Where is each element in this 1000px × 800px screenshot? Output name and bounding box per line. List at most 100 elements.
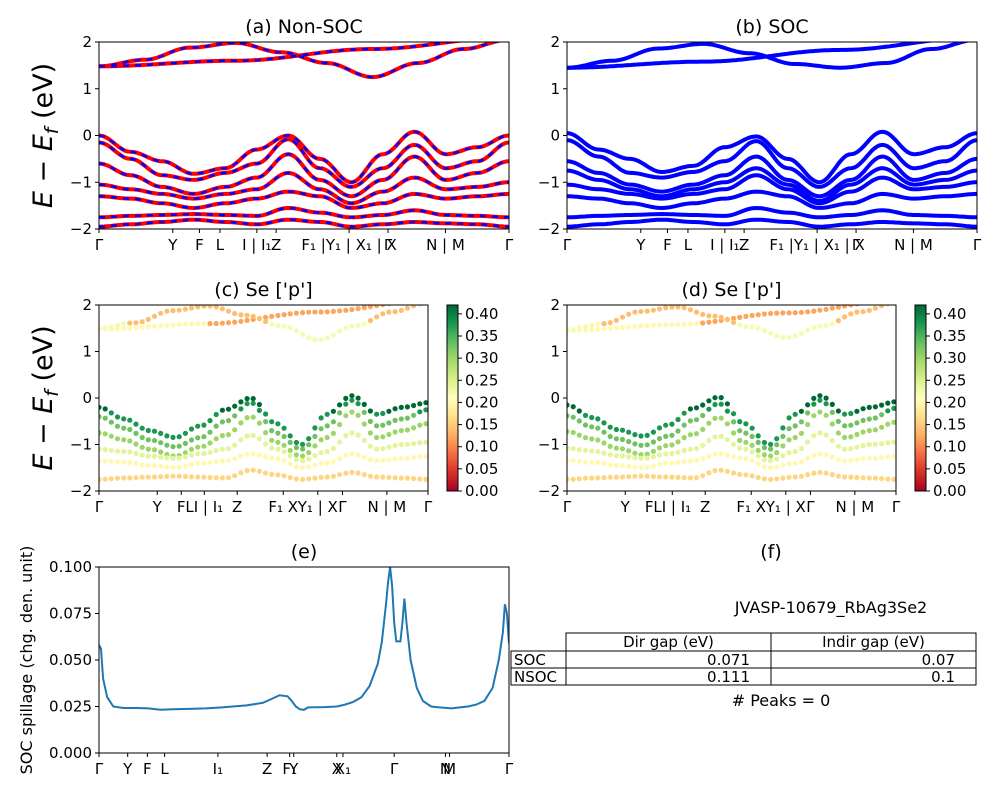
projection-point [380, 474, 386, 480]
projection-point [343, 452, 349, 458]
panel-e-xtick-label: F₁ [282, 760, 297, 778]
projection-point [811, 433, 817, 439]
projection-point [188, 446, 195, 452]
projection-point [885, 440, 891, 446]
projection-point [567, 402, 570, 408]
projection-point [207, 418, 213, 424]
projection-point [256, 436, 262, 442]
projection-point [201, 443, 207, 449]
projection-point [817, 430, 823, 436]
projection-point [151, 313, 158, 319]
projection-point [244, 433, 250, 439]
projection-point [700, 442, 706, 448]
projection-point [595, 459, 601, 466]
panel-a-xtick-label: Γ [505, 236, 514, 254]
panel-c-xtick-label: Z [232, 498, 242, 516]
projection-point [613, 325, 620, 331]
band-line [99, 42, 460, 68]
panel-a-ytick-label: 0 [82, 127, 92, 145]
band-line [567, 42, 936, 70]
projection-point [693, 309, 700, 315]
projection-point [724, 436, 731, 443]
projection-point [656, 461, 663, 467]
projection-point [632, 323, 638, 330]
projection-point [693, 475, 700, 481]
projection-point [706, 420, 712, 426]
projection-point [127, 417, 133, 423]
projection-point [318, 461, 324, 467]
projection-point [300, 446, 306, 452]
projection-point [219, 407, 225, 413]
projection-point [885, 305, 891, 307]
projection-point [656, 474, 663, 480]
projection-point [312, 462, 318, 468]
projection-point [811, 325, 817, 331]
projection-point [570, 458, 576, 464]
projection-point [792, 423, 798, 429]
projection-point [275, 446, 281, 452]
projection-point [349, 430, 355, 436]
projection-point [835, 418, 842, 424]
projection-point [355, 306, 361, 312]
projection-point [693, 446, 700, 452]
projection-point [872, 305, 879, 311]
projection-point [411, 402, 417, 409]
projection-point [595, 475, 601, 481]
projection-point [607, 462, 613, 468]
projection-point [349, 397, 355, 403]
projection-point [786, 334, 792, 340]
projection-point [731, 441, 737, 447]
projection-point [835, 443, 842, 449]
band-line [567, 205, 977, 220]
projection-point [879, 298, 884, 303]
panel-e-ylabel: SOC spillage (chg. den. unit) [17, 546, 36, 775]
projection-point [823, 412, 829, 418]
projection-point [108, 324, 114, 330]
projection-point [170, 322, 176, 328]
projection-point [595, 425, 601, 431]
projection-point [312, 433, 318, 439]
projection-point [207, 440, 213, 446]
projection-point [293, 445, 299, 451]
projection-point [570, 429, 576, 436]
projection-point [829, 321, 835, 327]
projection-point [663, 322, 669, 328]
panel-e: 0.100 0.075 0.050 0.025 0.000 [49, 558, 509, 762]
panel-e-xtick-label: X [332, 760, 342, 778]
colorbar-tick-label: 0.30 [465, 349, 498, 367]
projection-point [151, 463, 158, 469]
projection-point [398, 416, 404, 422]
projection-point [133, 421, 139, 427]
projection-point [269, 419, 275, 425]
projection-point [817, 469, 823, 475]
projection-point [188, 452, 195, 458]
panel-b-xtick-label: Γ [973, 236, 982, 254]
band-line [99, 190, 509, 210]
projection-point [712, 395, 718, 401]
projection-point [743, 472, 749, 478]
projection-point [743, 439, 749, 445]
projection-point [306, 464, 312, 470]
projection-point [786, 437, 792, 443]
projection-point [404, 427, 410, 433]
projection-point [798, 459, 805, 465]
projection-point [219, 458, 225, 464]
projection-point [607, 424, 613, 430]
projection-point [232, 403, 238, 409]
projection-point [774, 436, 780, 442]
band-line [567, 217, 977, 229]
projection-point [589, 322, 595, 328]
projection-point [675, 449, 681, 455]
projection-point [737, 419, 743, 425]
panel-d-xtick-label: F₁ X [736, 498, 766, 516]
projection-point [349, 323, 355, 329]
projection-point [879, 441, 885, 447]
projection-point [731, 315, 737, 321]
projection-point [99, 404, 102, 410]
projection-point [127, 426, 133, 433]
projection-point [170, 444, 176, 450]
projection-point [404, 455, 410, 461]
projection-point [145, 427, 151, 434]
projection-point [127, 325, 133, 331]
projection-point [848, 434, 854, 440]
